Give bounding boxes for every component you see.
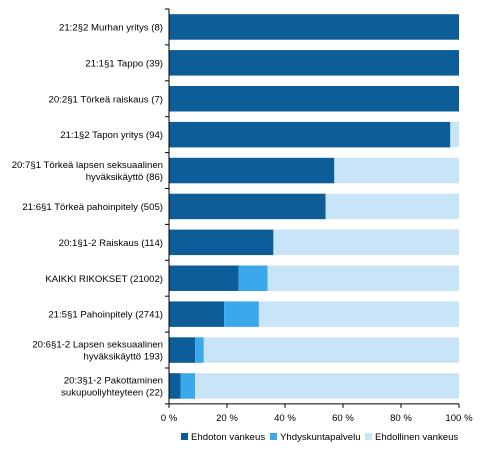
bar-segment	[169, 301, 225, 327]
category-label: 20:3§1-2 Pakottaminen sukupuoliyhteyteen …	[61, 375, 163, 398]
category-label: 21:1§2 Tapon yritys (94)	[60, 130, 163, 141]
category-labels: 21:2§2 Murhan yritys (8) 21:1§1 Tappo (39…	[12, 22, 163, 398]
x-tick-label: 100 %	[445, 413, 473, 424]
x-tick-label: 60 %	[332, 413, 354, 424]
bar-segment	[169, 157, 335, 184]
bar-segment	[169, 50, 459, 76]
bar-segment	[169, 14, 459, 40]
category-label: KAIKKI RIKOKSET (21002)	[45, 274, 163, 285]
bar-segment	[195, 373, 459, 399]
legend-label: Ehdollinen vankeus	[375, 432, 458, 443]
bar-segment	[169, 193, 326, 220]
category-label: 21:5§1 Pahoinpitely (2741)	[48, 310, 163, 321]
bar-segment	[334, 157, 459, 184]
legend-swatch	[270, 433, 277, 440]
legend-label: Yhdyskuntapalvelu	[280, 432, 361, 443]
bar-segment	[224, 301, 259, 327]
bar-segment	[169, 265, 239, 291]
x-tick-label: 0 %	[161, 413, 178, 424]
bar-segment	[169, 373, 181, 399]
bar-segment	[169, 86, 459, 112]
category-label: 20:7§1 Törkeä lapsen seksuaalinen hyväksi…	[12, 160, 163, 183]
legend-swatch	[365, 433, 372, 440]
bar-segment	[169, 121, 451, 148]
x-axis: 0 % 20 % 40 % 60 % 80 % 100 %	[161, 8, 473, 424]
bar-segment	[450, 121, 459, 148]
bar-segment	[258, 301, 459, 327]
legend-label: Ehdoton vankeus	[191, 432, 265, 443]
category-label: 20:6§1-2 Lapsen seksuaalinen hyväksikäytt…	[32, 340, 163, 363]
legend: Ehdoton vankeus Yhdyskuntapalvelu Ehdollin…	[181, 432, 458, 443]
category-label: 21:6§1 Törkeä pahoinpitely (505)	[22, 202, 163, 213]
legend-swatch	[181, 433, 188, 440]
category-label: 21:2§2 Murhan yritys (8)	[59, 22, 163, 33]
category-label: 20:1§1-2 Raiskaus (114)	[59, 238, 163, 249]
x-tick-label: 20 %	[216, 413, 238, 424]
x-tick-label: 80 %	[390, 413, 412, 424]
bar-segment	[267, 265, 459, 291]
bar-segment	[325, 193, 459, 220]
x-tick-label: 40 %	[274, 413, 296, 424]
bar-segment	[180, 373, 196, 399]
category-label: 21:1§1 Tappo (39)	[85, 58, 163, 69]
category-label: 20:2§1 Törkeä raiskaus (7)	[49, 94, 163, 105]
bar-segment	[203, 337, 459, 363]
bar-segment	[238, 265, 268, 291]
bar-segment	[273, 229, 459, 256]
bar-segment	[195, 337, 204, 363]
bar-segment	[169, 229, 274, 256]
bars-layer	[169, 14, 459, 399]
bar-segment	[169, 337, 196, 363]
